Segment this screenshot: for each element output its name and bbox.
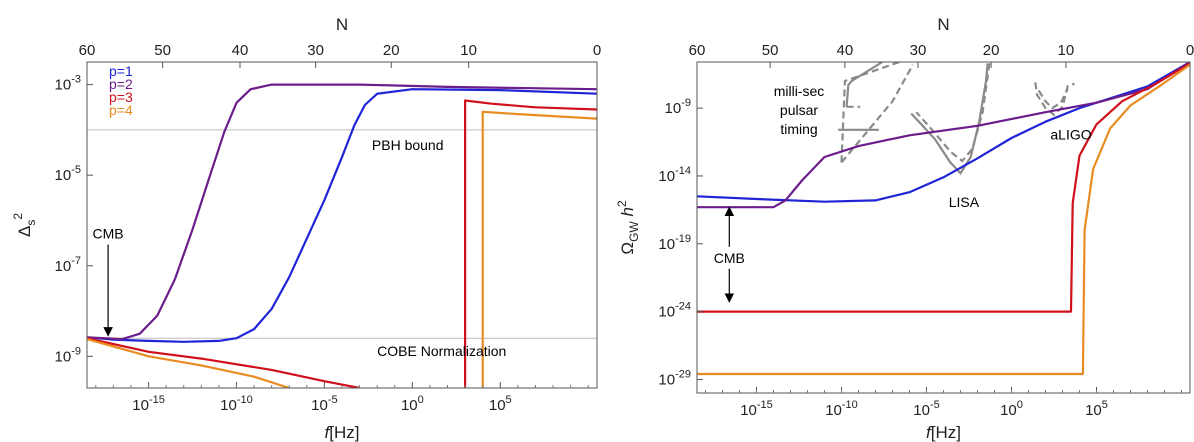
right-annotation-3: LISA: [949, 194, 980, 210]
right-toptick-label-2: 40: [837, 42, 854, 59]
left-series-line-3: [464, 99, 597, 388]
right-sensitivity-curve-0: [845, 62, 883, 107]
left-hline-label-0: PBH bound: [372, 137, 444, 153]
right-annotation-0: milli-sec: [774, 83, 825, 99]
left-xtick-label-3: 100: [401, 394, 424, 414]
left-annotations: PBH bound COBE Normalization CMB: [93, 137, 507, 359]
right-xtick-label-2: 10-5: [913, 399, 939, 419]
right-sensitivity-curve-4: [840, 64, 914, 164]
right-series-line-3: [697, 63, 1190, 376]
right-toptick-label-0: 60: [689, 42, 706, 59]
right-series-line-1: [697, 62, 1190, 209]
left-xtick-label-0: 10-15: [132, 394, 165, 414]
left-xtick-label-4: 105: [489, 394, 512, 414]
right-toptick-label-5: 10: [1058, 42, 1075, 59]
left-toptick-label-4: 20: [383, 42, 400, 59]
left-toptick-label-5: 10: [460, 42, 477, 59]
right-series-line-0: [697, 62, 1190, 203]
right-toptick-label-1: 50: [762, 42, 779, 59]
left-series-line-5: [481, 110, 597, 388]
left-series-line-1: [87, 83, 597, 341]
right-ytick-label-4: 10-9: [665, 97, 691, 117]
left-legend-entry-3: p=4: [109, 102, 133, 118]
right-sensitivity-curve-8: [1037, 88, 1069, 110]
left-toptick-label-2: 40: [232, 42, 249, 59]
right-annotation-1: pulsar: [780, 102, 818, 118]
left-xtick-label-1: 10-10: [220, 394, 253, 414]
right-xtick-label-3: 100: [1000, 399, 1023, 419]
left-xtick-label-2: 10-5: [311, 394, 337, 414]
right-toptick-label-3: 30: [910, 42, 927, 59]
right-xtick-label-1: 10-10: [825, 399, 858, 419]
right-top-axis-label: N: [937, 15, 949, 34]
left-ytick-label-1: 10-7: [55, 255, 81, 275]
left-toptick-label-1: 50: [154, 42, 171, 59]
left-legend-entry-2: p=3: [109, 89, 133, 105]
left-legend-entry-1: p=2: [109, 76, 133, 92]
left-plot-area: [87, 83, 597, 388]
right-series-line-2: [697, 62, 1190, 313]
right-plot-frame: [696, 61, 1191, 394]
left-toptick-label-0: 60: [79, 42, 96, 59]
right-sensitivity-curve-6: [915, 63, 991, 163]
right-annotation-5: CMB: [714, 250, 745, 266]
left-toptick-label-6: 0: [593, 42, 601, 59]
right-sensitivity-curve-5: [910, 63, 989, 175]
right-ytick-label-0: 10-29: [658, 368, 691, 388]
right-ytick-label-2: 10-19: [658, 233, 691, 253]
right-xtick-label-0: 10-15: [740, 399, 773, 419]
left-series-line-2: [87, 337, 360, 388]
left-series-line-0: [87, 88, 597, 343]
left-series-line-4: [87, 338, 290, 388]
right-ytick-label-1: 10-24: [658, 301, 691, 321]
right-sensitivity-curve-3: [840, 62, 900, 163]
left-y-axis-label: Δs2: [11, 213, 38, 237]
right-annotation-2: timing: [780, 121, 817, 137]
right-annotation-4: aLIGO: [1050, 126, 1091, 142]
left-ytick-label-0: 10-9: [55, 345, 81, 365]
right-xtick-label-4: 105: [1085, 399, 1108, 419]
left-ytick-label-2: 10-5: [55, 164, 81, 184]
right-y-axis-label: ΩGW h2: [615, 200, 641, 255]
right-chart-panel: 10-15 10-10 10-5 100 10510-2910-2410-1910-14…: [615, 15, 1194, 442]
right-annotations: milli-sec pulsar timing LISA aLIGO CMB: [714, 83, 1092, 303]
right-plot-area: [697, 62, 1190, 376]
right-axis-ticks: 10-15 10-10 10-5 100 10510-2910-2410-1910-14…: [658, 42, 1194, 419]
left-annotation-0: CMB: [93, 226, 124, 242]
left-top-axis-label: N: [336, 15, 348, 34]
right-ytick-label-3: 10-14: [658, 165, 691, 185]
left-plot-frame: [86, 61, 598, 389]
left-ytick-label-3: 10-3: [55, 74, 81, 94]
right-toptick-label-6: 0: [1186, 42, 1194, 59]
left-legend: p=1p=2p=3p=4: [109, 63, 133, 118]
left-hline-label-1: COBE Normalization: [377, 343, 506, 359]
right-sensitivity-curve-7: [1034, 82, 1075, 117]
right-x-axis-label: f[Hz]: [926, 423, 961, 442]
right-toptick-label-4: 20: [983, 42, 1000, 59]
left-legend-entry-0: p=1: [109, 63, 133, 79]
left-x-axis-label: f[Hz]: [325, 423, 360, 442]
left-toptick-label-3: 30: [307, 42, 324, 59]
